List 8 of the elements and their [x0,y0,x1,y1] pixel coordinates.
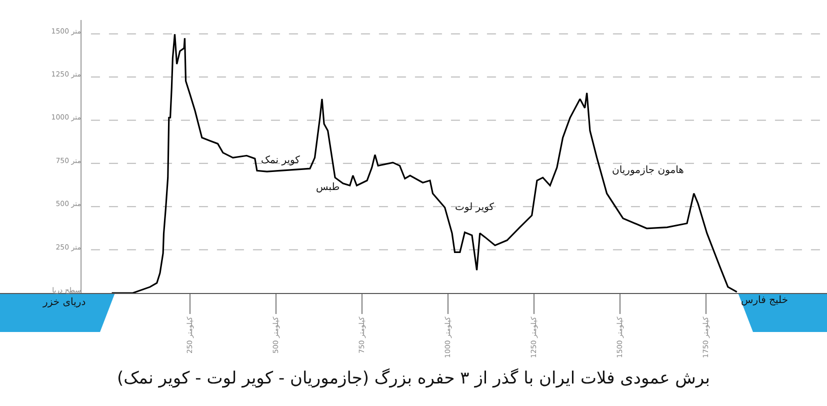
line-series [111,33,738,293]
text: خلیج فارس [741,295,788,306]
text: دریای خزر [42,297,86,308]
annotation: طبس [316,182,340,193]
annotation: کویر نمک [261,155,300,166]
text: برش عمودی فلات ایران با گذر از ۳ حفره بزرگ (جازموریان - کویر لوت - کویر نمک) [116,368,710,389]
annotation: هامون جازموریان [612,165,684,176]
annotation: کویر لوت [455,202,494,213]
